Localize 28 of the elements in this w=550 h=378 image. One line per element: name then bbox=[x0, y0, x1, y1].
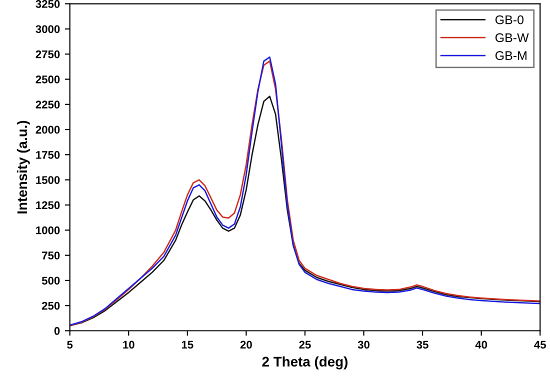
y-tick-label: 3250 bbox=[36, 0, 60, 8]
x-tick-label: 35 bbox=[416, 340, 428, 349]
x-tick-label: 30 bbox=[358, 340, 370, 349]
y-tick-label: 1500 bbox=[36, 176, 60, 184]
legend-label: GB-M bbox=[495, 51, 526, 60]
y-tick-label: 3000 bbox=[36, 25, 60, 34]
y-tick-label: 2000 bbox=[36, 126, 60, 134]
x-tick-label: 15 bbox=[182, 340, 194, 349]
y-tick-label: 2500 bbox=[36, 76, 60, 84]
y-tick-label: 500 bbox=[42, 276, 60, 285]
y-tick-label: 2750 bbox=[36, 50, 60, 58]
y-tick-label: 750 bbox=[42, 252, 60, 260]
y-tick-label: 2250 bbox=[36, 100, 60, 109]
x-tick-label: 40 bbox=[475, 340, 488, 349]
y-tick-label: 1000 bbox=[36, 226, 60, 234]
x-tick-label: 25 bbox=[299, 340, 311, 349]
x-tick-label: 20 bbox=[240, 340, 252, 349]
y-tick-label: 1750 bbox=[36, 150, 60, 159]
legend-label: GB-W bbox=[495, 33, 529, 42]
y-axis-title: Intensity (a.u.) bbox=[16, 120, 30, 214]
x-axis-title: 2 Theta (deg) bbox=[262, 356, 348, 370]
y-tick-label: 1250 bbox=[36, 201, 60, 210]
x-tick-label: 45 bbox=[534, 340, 546, 349]
legend-label: GB-0 bbox=[495, 15, 524, 24]
y-tick-label: 250 bbox=[42, 302, 60, 310]
y-tick-label: 0 bbox=[54, 327, 60, 335]
x-tick-label: 5 bbox=[67, 340, 73, 349]
x-tick-label: 10 bbox=[123, 340, 134, 349]
